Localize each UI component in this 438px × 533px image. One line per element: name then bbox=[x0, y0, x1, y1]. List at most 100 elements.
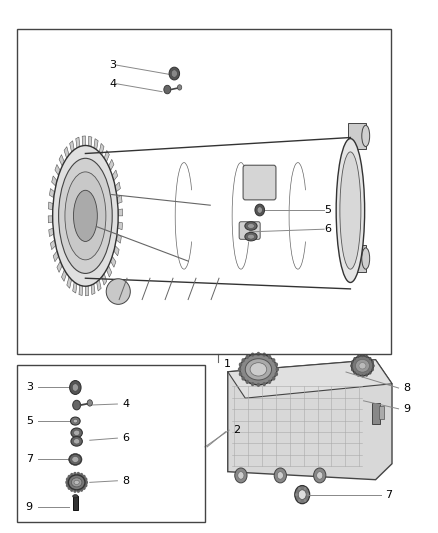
Polygon shape bbox=[82, 136, 85, 146]
Ellipse shape bbox=[71, 428, 82, 438]
Circle shape bbox=[365, 355, 368, 358]
Polygon shape bbox=[109, 159, 114, 171]
Circle shape bbox=[257, 207, 262, 213]
Circle shape bbox=[73, 489, 77, 493]
Circle shape bbox=[70, 473, 74, 477]
Polygon shape bbox=[110, 256, 116, 267]
Circle shape bbox=[73, 400, 81, 410]
Ellipse shape bbox=[74, 480, 79, 484]
Circle shape bbox=[304, 499, 306, 502]
Circle shape bbox=[87, 400, 92, 406]
Circle shape bbox=[351, 360, 353, 364]
Polygon shape bbox=[48, 202, 53, 209]
Circle shape bbox=[70, 488, 74, 492]
Polygon shape bbox=[59, 155, 64, 166]
Circle shape bbox=[67, 486, 71, 490]
Circle shape bbox=[371, 368, 374, 372]
Ellipse shape bbox=[356, 359, 369, 372]
Polygon shape bbox=[73, 282, 77, 293]
Circle shape bbox=[246, 379, 249, 384]
Polygon shape bbox=[115, 182, 120, 192]
Ellipse shape bbox=[250, 362, 267, 376]
Polygon shape bbox=[117, 195, 122, 204]
Text: 4: 4 bbox=[123, 399, 130, 409]
Ellipse shape bbox=[71, 437, 82, 446]
Text: 6: 6 bbox=[324, 224, 331, 234]
Circle shape bbox=[257, 352, 260, 356]
Text: 4: 4 bbox=[109, 79, 116, 88]
Circle shape bbox=[371, 360, 374, 364]
Circle shape bbox=[276, 367, 279, 372]
Ellipse shape bbox=[336, 139, 364, 282]
Ellipse shape bbox=[74, 439, 80, 444]
Circle shape bbox=[272, 358, 276, 362]
Ellipse shape bbox=[74, 190, 97, 241]
Polygon shape bbox=[97, 280, 101, 291]
Polygon shape bbox=[106, 265, 112, 277]
Circle shape bbox=[268, 379, 271, 384]
Ellipse shape bbox=[247, 235, 254, 239]
Circle shape bbox=[164, 85, 171, 94]
Ellipse shape bbox=[362, 125, 370, 147]
Ellipse shape bbox=[245, 232, 257, 241]
Polygon shape bbox=[228, 360, 392, 480]
Polygon shape bbox=[49, 189, 55, 198]
Circle shape bbox=[277, 472, 283, 479]
Circle shape bbox=[357, 355, 360, 358]
Text: 6: 6 bbox=[123, 433, 130, 443]
Ellipse shape bbox=[71, 478, 82, 487]
Ellipse shape bbox=[106, 279, 131, 304]
Text: 3: 3 bbox=[26, 383, 33, 392]
Text: 8: 8 bbox=[123, 476, 130, 486]
Ellipse shape bbox=[362, 248, 370, 269]
Circle shape bbox=[268, 355, 271, 359]
Polygon shape bbox=[104, 150, 110, 162]
Circle shape bbox=[255, 204, 265, 216]
Circle shape bbox=[275, 372, 278, 376]
FancyBboxPatch shape bbox=[243, 165, 276, 200]
Circle shape bbox=[369, 372, 371, 375]
Bar bbox=[17, 29, 391, 354]
Circle shape bbox=[238, 367, 241, 372]
Text: 7: 7 bbox=[26, 455, 33, 464]
Ellipse shape bbox=[71, 417, 80, 425]
Circle shape bbox=[298, 490, 306, 499]
Ellipse shape bbox=[73, 419, 78, 423]
Polygon shape bbox=[57, 261, 62, 272]
Circle shape bbox=[251, 352, 254, 357]
Circle shape bbox=[66, 478, 69, 482]
Text: 9: 9 bbox=[403, 404, 410, 414]
Polygon shape bbox=[118, 209, 123, 216]
Circle shape bbox=[317, 472, 323, 479]
Circle shape bbox=[80, 488, 83, 492]
Bar bbox=[379, 406, 384, 419]
Circle shape bbox=[353, 357, 356, 360]
Circle shape bbox=[77, 489, 80, 493]
Circle shape bbox=[80, 473, 83, 477]
Polygon shape bbox=[61, 270, 67, 281]
Polygon shape bbox=[85, 286, 88, 296]
Circle shape bbox=[295, 486, 310, 504]
Ellipse shape bbox=[59, 158, 112, 273]
Ellipse shape bbox=[72, 456, 79, 462]
Text: 8: 8 bbox=[403, 383, 410, 393]
Polygon shape bbox=[91, 284, 95, 295]
Text: 7: 7 bbox=[385, 490, 392, 500]
Circle shape bbox=[361, 374, 364, 377]
Ellipse shape bbox=[68, 475, 85, 490]
Polygon shape bbox=[94, 139, 98, 150]
Circle shape bbox=[314, 468, 326, 483]
Circle shape bbox=[82, 475, 86, 479]
Polygon shape bbox=[55, 165, 60, 175]
Bar bbox=[372, 403, 380, 424]
Circle shape bbox=[357, 374, 360, 377]
Circle shape bbox=[67, 475, 71, 479]
Circle shape bbox=[351, 368, 353, 372]
Circle shape bbox=[82, 486, 86, 490]
Bar bbox=[73, 496, 78, 510]
Circle shape bbox=[262, 382, 266, 386]
Circle shape bbox=[274, 468, 286, 483]
Text: 5: 5 bbox=[324, 205, 331, 215]
Circle shape bbox=[298, 499, 300, 502]
Ellipse shape bbox=[351, 356, 373, 376]
